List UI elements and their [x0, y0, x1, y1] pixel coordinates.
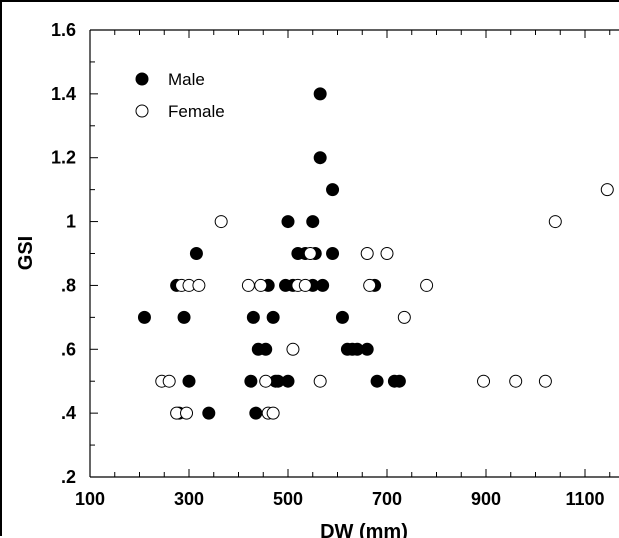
male-point [326, 183, 340, 197]
female-point [192, 278, 206, 292]
female-point [180, 406, 194, 420]
female-point [397, 310, 411, 324]
male-point [313, 151, 327, 165]
male-point [266, 310, 280, 324]
male-point [137, 310, 151, 324]
female-point [548, 215, 562, 229]
female-point [259, 374, 273, 388]
legend-label-female: Female [168, 102, 225, 121]
y-tick-label: .2 [61, 467, 76, 487]
male-point [326, 247, 340, 260]
female-point [477, 374, 491, 388]
male-point [177, 310, 191, 324]
male-point [335, 310, 349, 324]
y-tick-label: .8 [61, 275, 76, 295]
y-tick-label: 1.2 [51, 148, 76, 168]
female-point [360, 247, 374, 260]
male-point [259, 342, 273, 356]
male-point [281, 215, 295, 229]
x-axis-title: DW (mm) [320, 521, 408, 538]
male-point [392, 374, 406, 388]
male-point [246, 310, 260, 324]
female-point [162, 374, 176, 388]
female-point [286, 342, 300, 356]
male-point [189, 247, 203, 260]
y-tick-label: .4 [61, 403, 76, 423]
female-point [380, 247, 394, 260]
female-point [509, 374, 523, 388]
female-point [420, 278, 434, 292]
female-point [266, 406, 280, 420]
x-tick-label: 1100 [565, 489, 604, 509]
x-tick-label: 100 [75, 489, 105, 509]
female-point [254, 278, 268, 292]
female-point [538, 374, 552, 388]
male-point [316, 278, 330, 292]
legend-label-male: Male [168, 70, 205, 89]
female-point [298, 278, 312, 292]
x-tick-label: 300 [174, 489, 204, 509]
legend-marker-male [135, 72, 149, 86]
x-tick-label: 900 [471, 489, 501, 509]
x-tick-label: 500 [273, 489, 303, 509]
female-point [303, 247, 317, 260]
y-axis-title: GSI [15, 236, 37, 270]
male-point [281, 374, 295, 388]
x-tick-label: 700 [372, 489, 402, 509]
male-point [370, 374, 384, 388]
female-point [600, 183, 614, 197]
male-point [202, 406, 216, 420]
y-tick-label: 1.4 [51, 84, 76, 104]
female-point [363, 278, 377, 292]
male-point [306, 215, 320, 229]
female-point [313, 374, 327, 388]
y-tick-label: .6 [61, 339, 76, 359]
male-point [249, 406, 263, 420]
male-point [244, 374, 258, 388]
male-point [313, 87, 327, 101]
female-point [241, 278, 255, 292]
female-point [214, 215, 228, 229]
legend-marker-female [135, 104, 149, 118]
male-point [360, 342, 374, 356]
y-tick-label: 1 [66, 212, 76, 232]
male-point [182, 374, 196, 388]
y-tick-label: 1.6 [51, 20, 76, 40]
